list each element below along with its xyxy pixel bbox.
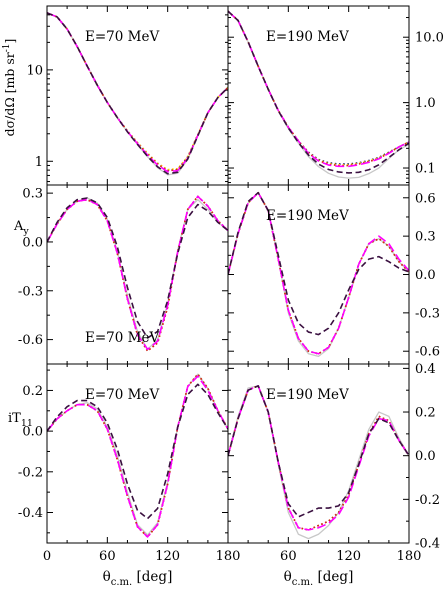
curves <box>228 385 409 540</box>
curves <box>228 191 409 357</box>
y-tick-label: 10.0 <box>415 31 444 46</box>
curve-3 <box>47 195 228 352</box>
curve-5 <box>228 191 409 336</box>
x-axis-label-sub: c.m. <box>292 577 313 588</box>
curve-5 <box>228 385 409 518</box>
x-tick-label: 60 <box>99 549 116 564</box>
curve-4 <box>228 191 409 355</box>
x-axis-label-main: θ <box>284 569 292 585</box>
panel-frame <box>227 363 410 544</box>
y-tick-label: -0.4 <box>415 537 440 552</box>
y-axis-label-end: ] <box>2 39 17 44</box>
y-tick-label: 10 <box>26 63 43 78</box>
y-axis-label-sub: y <box>22 226 29 237</box>
energy-label: E=190 MeV <box>266 29 349 45</box>
x-axis-label-sub: c.m. <box>111 577 132 588</box>
curve-0 <box>47 197 228 350</box>
y-axis-label-main: A <box>13 219 24 234</box>
panel-0-0: 1 10 E=70 MeV dσ/dΩ [mb sr-1] <box>2 5 229 186</box>
y-axis-label-sup: -1 <box>2 43 12 52</box>
curve-5 <box>228 10 409 174</box>
y-tick-label: 1.0 <box>415 96 436 111</box>
y-axis-label-main: iT <box>8 411 21 426</box>
x-tick-label: 120 <box>155 549 180 564</box>
curves <box>47 373 228 538</box>
curve-4 <box>228 10 409 168</box>
panel-1-1: -0.6 -0.3 0.0 0.3 0.6 E=190 MeV <box>227 184 440 365</box>
x-axis-label: θc.m. [deg] <box>103 569 173 588</box>
curve-5 <box>47 197 228 339</box>
energy-label: E=70 MeV <box>85 387 159 403</box>
y-tick-label: -0.3 <box>415 306 440 321</box>
y-tick-label: -0.2 <box>18 465 43 480</box>
y-axis-label-sub: 11 <box>21 418 33 429</box>
curve-3 <box>228 385 409 531</box>
panel-2-0: -0.4 -0.2 0.0 0.2 E=70 MeV iT11 0 60 120 180 θc.m.… <box>8 363 241 588</box>
y-tick-label: 0.3 <box>415 230 436 245</box>
curve-1 <box>47 195 228 352</box>
x-axis-label-rest: [deg] <box>132 569 172 585</box>
y-tick-label: -0.6 <box>415 345 440 360</box>
y-tick-label: 0.0 <box>22 425 43 440</box>
y-tick-label: 0.4 <box>415 362 436 377</box>
y-tick-label: 0.0 <box>415 268 436 283</box>
curve-4 <box>47 195 228 351</box>
y-tick-label: 0.0 <box>415 449 436 464</box>
x-axis-label: θc.m. [deg] <box>284 569 354 588</box>
energy-label: E=70 MeV <box>85 29 159 45</box>
y-tick-label: 0.0 <box>22 235 43 250</box>
y-axis-label-main: dσ/dΩ [mb sr <box>2 52 17 136</box>
y-tick-label: 0.2 <box>415 406 436 421</box>
curves <box>228 10 409 179</box>
curve-0 <box>228 385 409 540</box>
x-tick-label: 0 <box>43 549 51 564</box>
x-axis-label-rest: [deg] <box>313 569 353 585</box>
y-tick-label: -0.4 <box>18 506 43 521</box>
x-tick-label: 120 <box>336 549 361 564</box>
curves <box>47 195 228 352</box>
x-tick-label: 180 <box>216 549 241 564</box>
y-tick-label: -0.6 <box>18 333 43 348</box>
y-tick-label: 0.1 <box>415 162 436 177</box>
energy-label: E=70 MeV <box>85 330 159 346</box>
x-tick-label: 60 <box>280 549 297 564</box>
y-tick-label: -0.2 <box>415 493 440 508</box>
y-tick-label: 1 <box>35 155 43 170</box>
y-axis-label: dσ/dΩ [mb sr-1] <box>2 39 17 137</box>
y-tick-label: 0.2 <box>22 384 43 399</box>
curve-5 <box>47 383 228 520</box>
x-tick-label: 180 <box>397 549 422 564</box>
curves <box>47 12 228 176</box>
energy-label: E=190 MeV <box>266 208 349 224</box>
y-axis-label: iT11 <box>8 411 33 429</box>
panel-0-1: 0.1 1.0 10.0 E=190 MeV <box>227 5 444 186</box>
y-tick-label: 0.6 <box>415 191 436 206</box>
panel-2-1: -0.4 -0.2 0.0 0.2 0.4 E=190 MeV 60 120 180 θc.m. … <box>227 362 440 588</box>
y-tick-label: -0.3 <box>18 284 43 299</box>
curve-5 <box>47 12 228 175</box>
y-tick-label: 0.3 <box>22 187 43 202</box>
energy-label: E=190 MeV <box>266 387 349 403</box>
panel-1-0: -0.6 -0.3 0.0 0.3 E=70 MeV Ay <box>13 184 229 365</box>
x-axis-label-main: θ <box>103 569 111 585</box>
curve-2 <box>47 195 228 352</box>
y-axis-label: Ay <box>13 219 29 237</box>
curve-4 <box>47 375 228 538</box>
